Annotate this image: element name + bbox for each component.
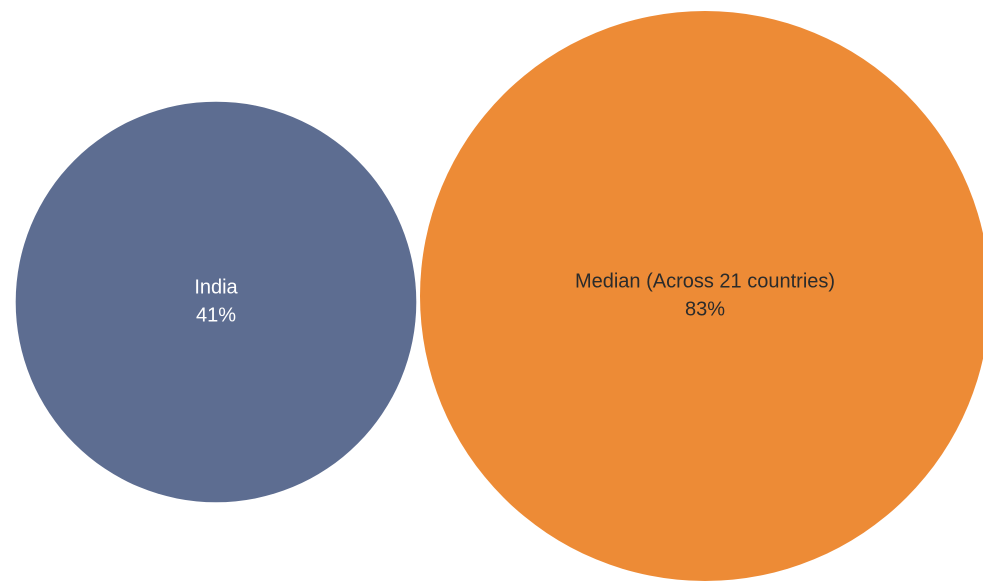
labels-layer: India 41% Median (Across 21 countries) 83% [194, 270, 835, 326]
bubble-category-label: Median (Across 21 countries) [575, 270, 835, 292]
bubble-category-label: India [194, 276, 238, 298]
bubble-value-label: 83% [685, 298, 725, 320]
bubble-median-across-21-countries [420, 11, 983, 581]
bubble-value-label: 41% [196, 304, 236, 326]
bubbles-layer [15, 11, 983, 581]
bubble-india [15, 101, 417, 503]
